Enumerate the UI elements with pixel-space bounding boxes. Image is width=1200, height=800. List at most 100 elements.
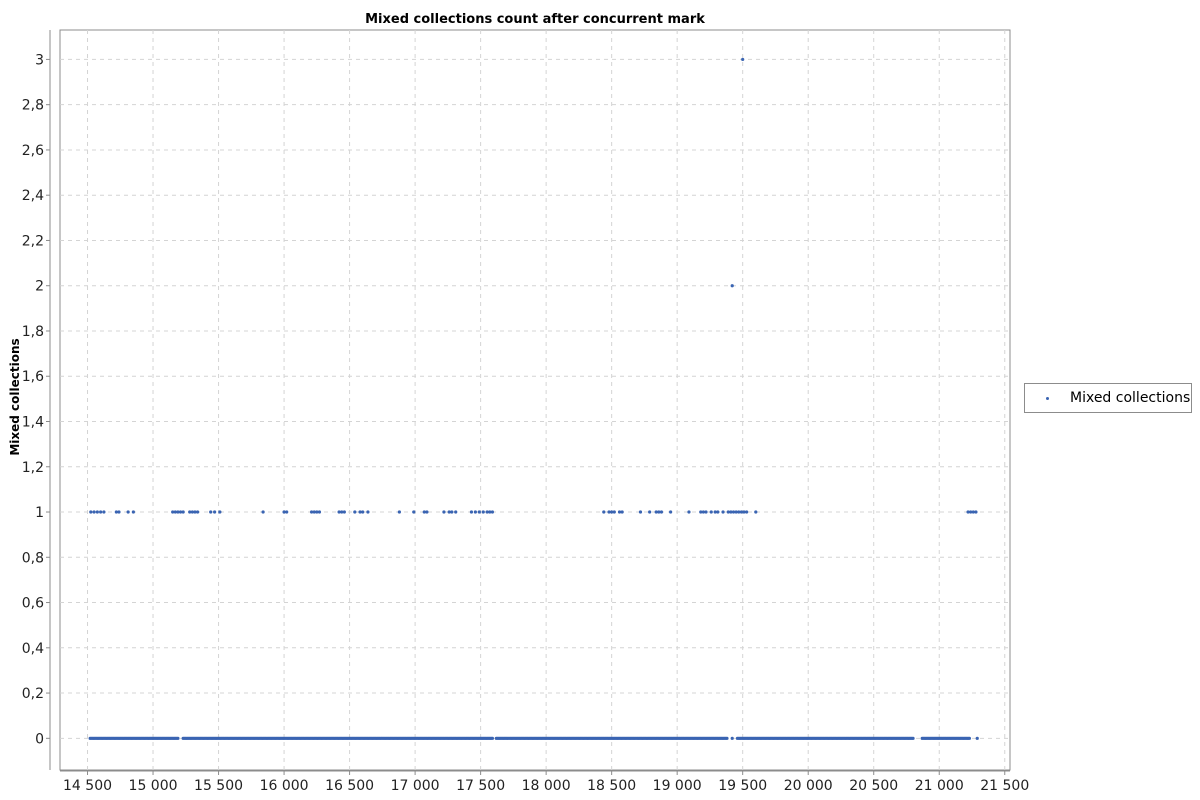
data-point bbox=[89, 510, 93, 514]
data-point bbox=[193, 510, 197, 514]
data-point bbox=[95, 510, 99, 514]
data-point bbox=[181, 510, 185, 514]
data-point bbox=[309, 510, 314, 514]
data-point bbox=[397, 510, 401, 514]
x-tick-label: 16 000 bbox=[260, 778, 309, 794]
data-point bbox=[488, 510, 492, 514]
data-point bbox=[442, 510, 446, 514]
data-point bbox=[731, 510, 736, 514]
data-point bbox=[648, 510, 652, 514]
data-point bbox=[911, 736, 915, 740]
data-points bbox=[88, 57, 979, 740]
data-point bbox=[966, 510, 970, 514]
data-point bbox=[450, 510, 454, 514]
data-point bbox=[610, 510, 614, 514]
data-point bbox=[729, 510, 733, 514]
data-point bbox=[337, 510, 341, 514]
data-point bbox=[638, 510, 643, 514]
data-point bbox=[612, 510, 616, 514]
data-point bbox=[741, 57, 745, 62]
data-point bbox=[713, 510, 717, 514]
data-point bbox=[114, 510, 118, 514]
data-point bbox=[188, 510, 192, 514]
x-tick-label: 17 000 bbox=[391, 778, 440, 794]
data-point bbox=[669, 510, 673, 514]
y-tick-label: 0,6 bbox=[22, 596, 44, 612]
data-point bbox=[178, 510, 183, 514]
data-point bbox=[317, 510, 322, 514]
data-point bbox=[353, 510, 357, 514]
y-tick-label: 2,2 bbox=[22, 233, 44, 249]
y-tick-label: 1,8 bbox=[22, 324, 44, 340]
x-tick-label: 20 500 bbox=[849, 778, 898, 794]
y-tick-label: 3 bbox=[35, 52, 44, 68]
data-point bbox=[213, 510, 217, 514]
data-point bbox=[739, 510, 743, 514]
data-point bbox=[447, 510, 451, 514]
data-point bbox=[967, 736, 971, 740]
x-tick-label: 18 500 bbox=[587, 778, 636, 794]
data-point bbox=[716, 510, 720, 514]
data-point bbox=[131, 510, 135, 514]
data-point bbox=[340, 510, 344, 514]
y-tick-label: 0,8 bbox=[22, 550, 44, 566]
x-tick-label: 15 000 bbox=[129, 778, 178, 794]
data-point bbox=[342, 510, 346, 514]
data-point bbox=[358, 510, 362, 514]
data-point bbox=[737, 510, 741, 514]
y-tick-label: 1,2 bbox=[22, 460, 44, 476]
data-point bbox=[745, 510, 749, 514]
y-tick-label: 1,6 bbox=[22, 369, 44, 385]
data-point bbox=[974, 510, 978, 514]
data-point bbox=[602, 510, 606, 514]
data-point bbox=[469, 510, 474, 514]
axes: 0 0,2 0,4 0,6 0,8 1 1,2 1,4 1,6 1,8 2 2,2 2,4 2,6 2,8 3… bbox=[22, 30, 1029, 794]
data-point bbox=[473, 510, 477, 514]
data-point bbox=[102, 510, 106, 514]
data-point bbox=[361, 510, 365, 514]
data-point bbox=[709, 510, 713, 514]
x-tick-label: 20 000 bbox=[784, 778, 833, 794]
x-tick-label: 18 000 bbox=[522, 778, 571, 794]
y-tick-label: 1 bbox=[35, 505, 44, 521]
x-tick-label: 21 500 bbox=[980, 778, 1029, 794]
data-point bbox=[218, 510, 222, 514]
data-point bbox=[617, 510, 622, 514]
data-point bbox=[454, 510, 458, 514]
data-point bbox=[117, 510, 121, 514]
y-tick-label: 2,6 bbox=[22, 143, 44, 159]
data-point bbox=[699, 510, 703, 514]
y-tick-label: 0,4 bbox=[22, 641, 44, 657]
x-tick-label: 16 500 bbox=[325, 778, 374, 794]
data-point bbox=[975, 736, 979, 740]
y-tick-label: 2 bbox=[35, 279, 44, 295]
data-point bbox=[190, 510, 194, 514]
data-point bbox=[282, 510, 286, 514]
data-point bbox=[620, 510, 624, 514]
data-point bbox=[726, 510, 730, 514]
x-tick-label: 19 000 bbox=[653, 778, 702, 794]
x-tick-label: 14 500 bbox=[63, 778, 112, 794]
data-point bbox=[704, 510, 708, 514]
data-point bbox=[971, 510, 975, 514]
y-axis-label: Mixed collections bbox=[8, 338, 22, 455]
data-point bbox=[725, 736, 729, 740]
data-point bbox=[969, 510, 973, 514]
legend-label: Mixed collections bbox=[1070, 390, 1191, 406]
y-tick-label: 0,2 bbox=[22, 686, 44, 702]
data-point bbox=[285, 510, 289, 514]
data-point bbox=[195, 510, 200, 514]
data-point bbox=[425, 510, 429, 514]
chart-title: Mixed collections count after concurrent… bbox=[365, 12, 705, 27]
data-point bbox=[742, 510, 746, 514]
data-point bbox=[701, 510, 705, 514]
data-point bbox=[730, 736, 734, 740]
data-point bbox=[92, 510, 96, 514]
data-point bbox=[734, 510, 738, 514]
data-point bbox=[99, 510, 103, 514]
data-point bbox=[315, 510, 319, 514]
data-point bbox=[176, 736, 180, 740]
data-point bbox=[607, 510, 611, 514]
data-point bbox=[422, 510, 426, 514]
